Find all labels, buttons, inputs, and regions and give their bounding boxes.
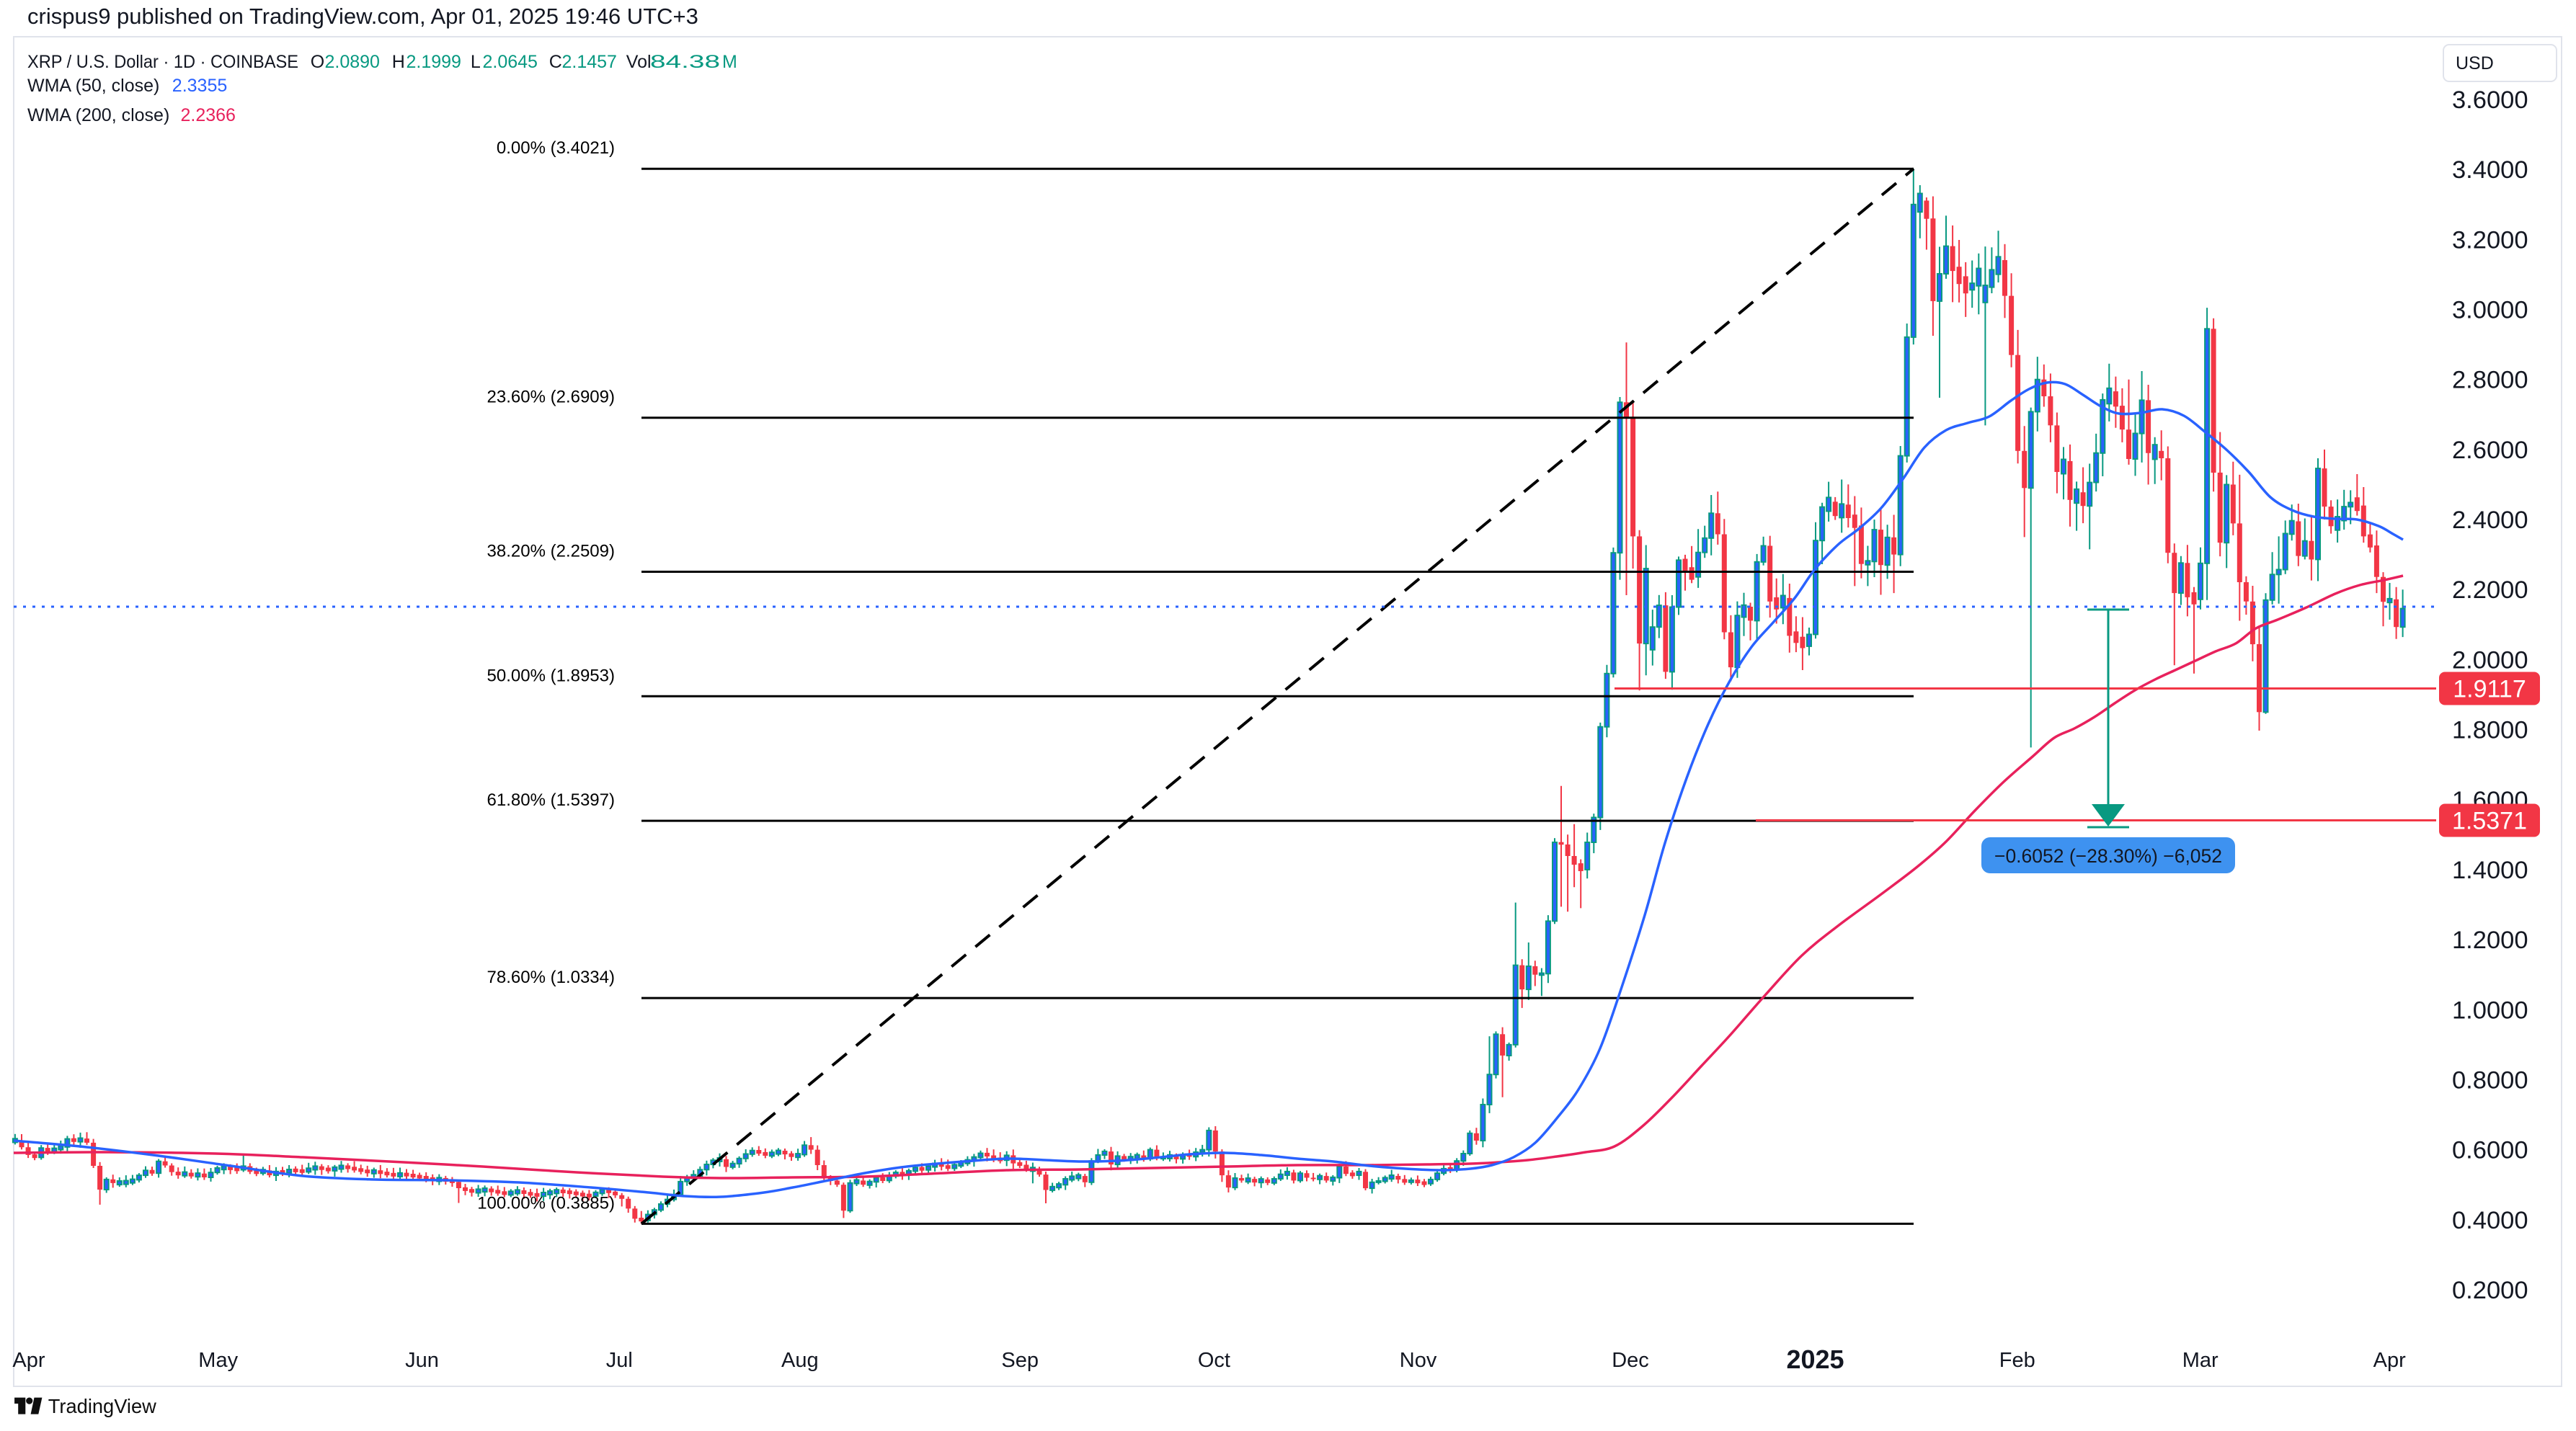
svg-text:3.6000: 3.6000 bbox=[2452, 86, 2528, 114]
svg-text:100.00% (0.3885): 100.00% (0.3885) bbox=[477, 1193, 615, 1213]
svg-text:L: L bbox=[471, 52, 481, 72]
svg-text:0.6000: 0.6000 bbox=[2452, 1137, 2528, 1164]
svg-text:38.20% (2.2509): 38.20% (2.2509) bbox=[487, 542, 615, 561]
svg-text:2.0645: 2.0645 bbox=[483, 52, 538, 72]
svg-text:1.2000: 1.2000 bbox=[2452, 927, 2528, 954]
svg-text:Jul: Jul bbox=[606, 1349, 633, 1372]
svg-text:2.0000: 2.0000 bbox=[2452, 646, 2528, 674]
svg-text:May: May bbox=[198, 1349, 238, 1372]
svg-text:crispus9 published on TradingV: crispus9 published on TradingView.com, A… bbox=[27, 4, 698, 29]
svg-text:H: H bbox=[392, 52, 405, 72]
svg-text:C: C bbox=[549, 52, 562, 72]
svg-text:1.8000: 1.8000 bbox=[2452, 717, 2528, 744]
svg-text:1.9117: 1.9117 bbox=[2453, 676, 2526, 703]
svg-text:2025: 2025 bbox=[1786, 1345, 1844, 1374]
svg-text:2.8000: 2.8000 bbox=[2452, 367, 2528, 394]
svg-text:1.5371: 1.5371 bbox=[2452, 808, 2527, 835]
svg-text:TradingView: TradingView bbox=[48, 1395, 157, 1417]
svg-text:3.2000: 3.2000 bbox=[2452, 226, 2528, 254]
svg-text:2.2000: 2.2000 bbox=[2452, 576, 2528, 604]
svg-text:1.0000: 1.0000 bbox=[2452, 997, 2528, 1024]
svg-text:2.0890: 2.0890 bbox=[325, 52, 380, 72]
svg-text:−0.6052 (−28.30%) −6,052: −0.6052 (−28.30%) −6,052 bbox=[1994, 845, 2222, 867]
svg-text:Vol: Vol bbox=[626, 52, 652, 72]
svg-text:Jun: Jun bbox=[405, 1349, 439, 1372]
svg-text:Sep: Sep bbox=[1001, 1349, 1039, 1372]
svg-text:0.4000: 0.4000 bbox=[2452, 1207, 2528, 1234]
svg-text:2.1999: 2.1999 bbox=[407, 52, 461, 72]
svg-text:50.00% (1.8953): 50.00% (1.8953) bbox=[487, 666, 615, 685]
svg-text:WMA (50, close): WMA (50, close) bbox=[27, 76, 159, 96]
svg-text:23.60% (2.6909): 23.60% (2.6909) bbox=[487, 388, 615, 407]
svg-text:0.8000: 0.8000 bbox=[2452, 1067, 2528, 1095]
svg-text:61.80% (1.5397): 61.80% (1.5397) bbox=[487, 790, 615, 810]
svg-text:84.38: 84.38 bbox=[650, 52, 720, 72]
svg-text:78.60% (1.0334): 78.60% (1.0334) bbox=[487, 968, 615, 987]
svg-text:M: M bbox=[722, 52, 737, 72]
svg-text:Apr: Apr bbox=[2373, 1349, 2406, 1372]
svg-text:3.0000: 3.0000 bbox=[2452, 297, 2528, 324]
svg-text:USD: USD bbox=[2456, 53, 2494, 73]
svg-text:2.6000: 2.6000 bbox=[2452, 437, 2528, 464]
svg-text:Apr: Apr bbox=[12, 1349, 45, 1372]
svg-text:2.4000: 2.4000 bbox=[2452, 507, 2528, 534]
svg-text:XRP / U.S. Dollar · 1D · COINB: XRP / U.S. Dollar · 1D · COINBASE bbox=[27, 52, 298, 72]
svg-text:2.3355: 2.3355 bbox=[172, 76, 227, 96]
svg-text:Dec: Dec bbox=[1612, 1349, 1649, 1372]
svg-text:3.4000: 3.4000 bbox=[2452, 156, 2528, 184]
svg-text:1.4000: 1.4000 bbox=[2452, 857, 2528, 884]
svg-text:O: O bbox=[311, 52, 324, 72]
svg-text:Nov: Nov bbox=[1400, 1349, 1437, 1372]
svg-text:2.2366: 2.2366 bbox=[181, 105, 236, 125]
svg-text:0.00% (3.4021): 0.00% (3.4021) bbox=[497, 138, 615, 158]
svg-text:Oct: Oct bbox=[1198, 1349, 1230, 1372]
svg-text:Aug: Aug bbox=[781, 1349, 819, 1372]
svg-text:Feb: Feb bbox=[1999, 1349, 2035, 1372]
svg-text:0.2000: 0.2000 bbox=[2452, 1277, 2528, 1304]
svg-text:2.1457: 2.1457 bbox=[562, 52, 617, 72]
svg-text:WMA (200, close): WMA (200, close) bbox=[27, 105, 169, 125]
svg-text:Mar: Mar bbox=[2182, 1349, 2219, 1372]
